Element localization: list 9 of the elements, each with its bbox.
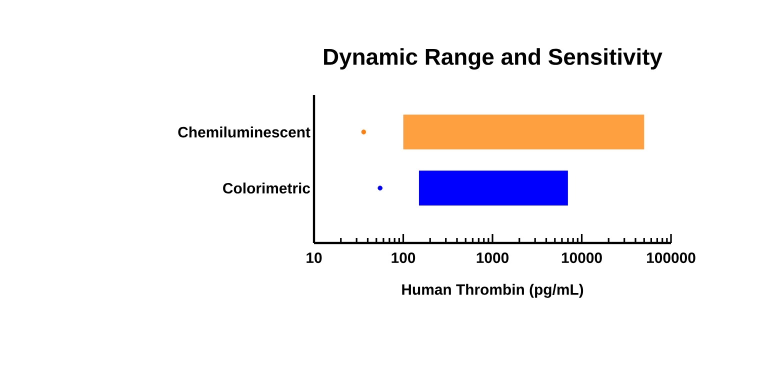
chart-title: Dynamic Range and Sensitivity [324, 48, 662, 70]
x-tick-label: 10 [306, 252, 322, 264]
y-tick-label: Colorimetric [223, 182, 310, 194]
x-axis-title: Human Thrombin (pg/mL) [402, 284, 584, 298]
y-tick-label: Chemiluminescent [178, 126, 310, 138]
x-tick-label: 100000 [647, 252, 696, 264]
x-tick-label: 10000 [562, 252, 602, 264]
x-tick-label: 100 [392, 252, 416, 264]
x-tick-label: 1000 [476, 252, 508, 264]
